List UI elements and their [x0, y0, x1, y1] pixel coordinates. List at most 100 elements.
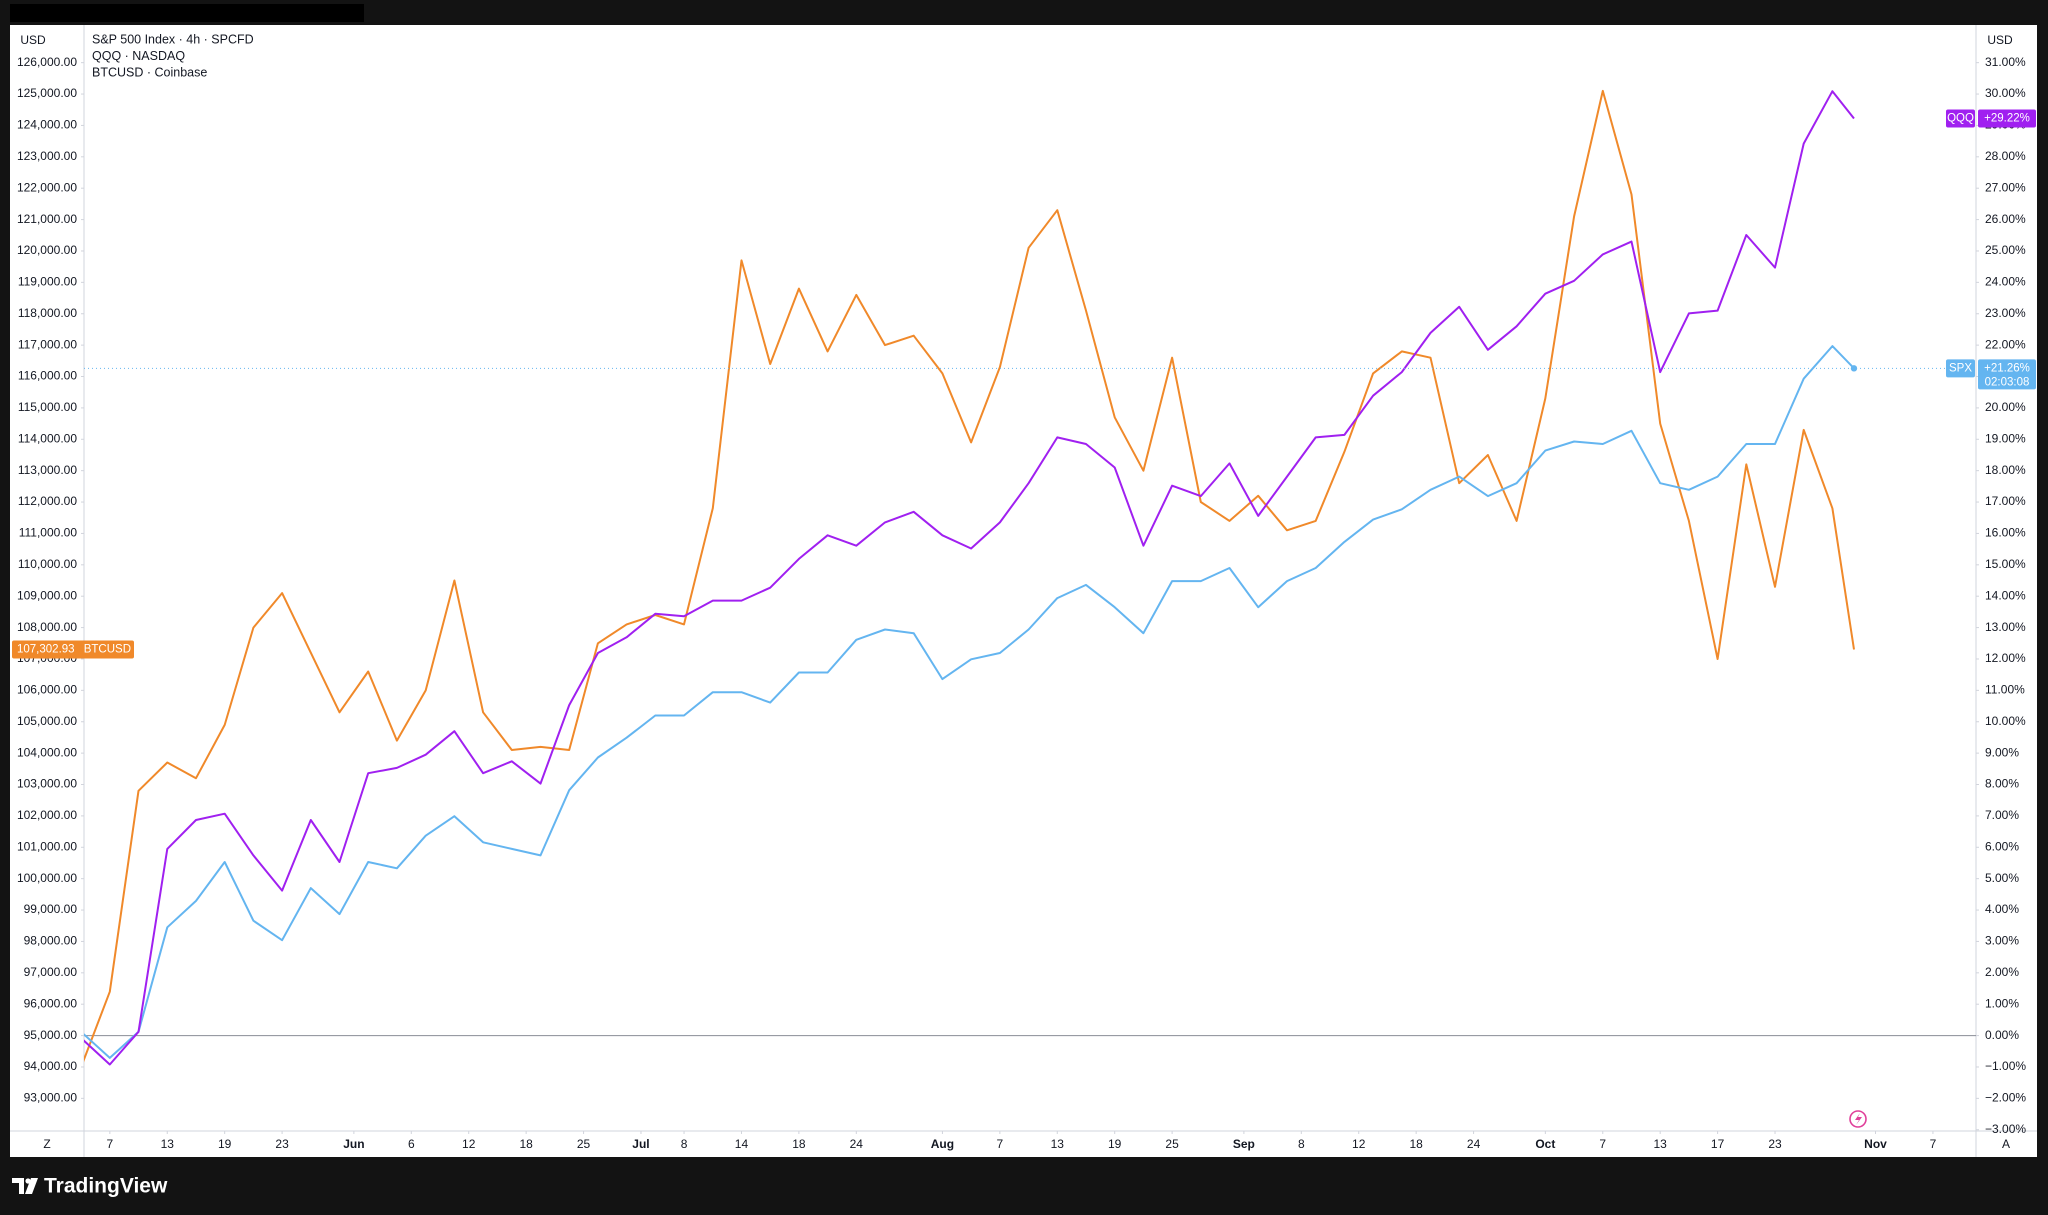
- y-tick-label: 100,000.00: [17, 871, 77, 885]
- y-tick-label: 111,000.00: [19, 526, 78, 540]
- y-tick-label: 115,000.00: [18, 400, 77, 414]
- y2-tick-label: −2.00%: [1985, 1091, 2026, 1105]
- price-tag-text: 107,302.93: [17, 643, 75, 655]
- symbol-tag: [1946, 109, 1975, 128]
- y-tick-label: 124,000.00: [17, 118, 77, 132]
- y2-tick-label: 19.00%: [1985, 431, 2026, 445]
- y2-tick-label: 4.00%: [1985, 902, 2019, 916]
- y2-tick-label: 2.00%: [1985, 965, 2019, 979]
- redacted-bar: [10, 4, 364, 22]
- x-tick-label: Oct: [1535, 1137, 1555, 1151]
- y-tick-label: 110,000.00: [18, 557, 77, 571]
- y2-tick-label: 6.00%: [1985, 839, 2019, 853]
- y-tick-label: 114,000.00: [18, 431, 77, 445]
- x-tick-label: 24: [850, 1137, 864, 1151]
- price-tag-text: +29.22%: [1984, 113, 2030, 125]
- y2-tick-label: 1.00%: [1985, 996, 2019, 1010]
- x-tick-label: 12: [1352, 1137, 1366, 1151]
- y-axis-unit: USD: [20, 33, 46, 47]
- y-tick-label: 93,000.00: [24, 1091, 78, 1105]
- y2-tick-label: −1.00%: [1985, 1059, 2026, 1073]
- price-tag-text: +21.26%: [1984, 362, 2030, 374]
- x-tick-label: 7: [997, 1137, 1004, 1151]
- y-tick-label: 123,000.00: [17, 149, 77, 163]
- x-tick-label: 18: [792, 1137, 806, 1151]
- y2-tick-label: 14.00%: [1985, 588, 2026, 602]
- y2-axis-unit: USD: [1987, 33, 2013, 47]
- y-tick-label: 121,000.00: [17, 212, 77, 226]
- x-tick-label: 13: [1654, 1137, 1668, 1151]
- y2-tick-label: 11.00%: [1985, 683, 2025, 697]
- auto-scale-control[interactable]: A: [2002, 1137, 2010, 1151]
- x-tick-label: 18: [519, 1137, 533, 1151]
- brand-logo: TradingView: [12, 1175, 168, 1198]
- y2-tick-label: 3.00%: [1985, 934, 2019, 948]
- legend-entry: S&P 500 Index · 4h · SPCFD: [92, 32, 254, 46]
- x-tick-label: 7: [1599, 1137, 1606, 1151]
- x-tick-label: 19: [218, 1137, 232, 1151]
- y-tick-label: 105,000.00: [17, 714, 77, 728]
- y-tick-label: 94,000.00: [24, 1059, 78, 1073]
- y2-tick-label: 27.00%: [1985, 180, 2026, 194]
- y-tick-label: 103,000.00: [17, 777, 77, 791]
- x-tick-label: 25: [577, 1137, 591, 1151]
- y2-tick-label: 28.00%: [1985, 149, 2026, 163]
- y2-tick-label: 20.00%: [1985, 400, 2026, 414]
- zoom-control[interactable]: Z: [43, 1137, 50, 1151]
- alert-icon[interactable]: [1849, 1110, 1867, 1128]
- y-tick-label: 108,000.00: [17, 620, 77, 634]
- last-point: [1850, 365, 1858, 372]
- y2-tick-label: 26.00%: [1985, 212, 2026, 226]
- x-tick-label: 13: [161, 1137, 175, 1151]
- x-tick-label: 14: [735, 1137, 749, 1151]
- x-tick-label: Sep: [1233, 1137, 1255, 1151]
- x-tick-label: 12: [462, 1137, 476, 1151]
- y-tick-label: 96,000.00: [24, 996, 78, 1010]
- logo-mark-b: [25, 1178, 38, 1194]
- y2-tick-label: 16.00%: [1985, 526, 2026, 540]
- y2-tick-label: 24.00%: [1985, 275, 2026, 289]
- x-tick-label: 23: [1768, 1137, 1782, 1151]
- price-tag: [1978, 359, 2036, 390]
- series-line: [84, 89, 1855, 1063]
- y2-tick-label: 0.00%: [1985, 1028, 2019, 1042]
- y2-tick-label: 18.00%: [1985, 463, 2026, 477]
- symbol-tag-text: BTCUSD: [84, 643, 131, 655]
- x-tick-label: 17: [1711, 1137, 1725, 1151]
- y2-tick-label: 31.00%: [1985, 55, 2026, 69]
- y2-tick-label: 12.00%: [1985, 651, 2026, 665]
- plot-area: [84, 89, 1855, 1066]
- y2-tick-label: 7.00%: [1985, 808, 2019, 822]
- y-tick-label: 101,000.00: [17, 839, 77, 853]
- y2-tick-label: 5.00%: [1985, 871, 2019, 885]
- y2-tick-label: 17.00%: [1985, 494, 2026, 508]
- y2-tick-label: 8.00%: [1985, 777, 2019, 791]
- x-tick-label: 8: [1298, 1137, 1305, 1151]
- logo-mark-dot: [25, 1178, 31, 1184]
- x-tick-label: 25: [1165, 1137, 1179, 1151]
- y-tick-label: 113,000.00: [18, 463, 77, 477]
- y2-tick-label: 10.00%: [1985, 714, 2026, 728]
- price-tag: [12, 640, 134, 659]
- symbol-tag: [1946, 359, 1975, 378]
- y-tick-label: 106,000.00: [17, 683, 77, 697]
- y-tick-label: 118,000.00: [18, 306, 77, 320]
- y-tick-label: 122,000.00: [17, 180, 77, 194]
- symbol-tag-text: SPX: [1949, 362, 1972, 374]
- x-tick-label: Jul: [632, 1137, 649, 1151]
- y-tick-label: 104,000.00: [17, 745, 77, 759]
- y-tick-label: 109,000.00: [17, 588, 77, 602]
- y-tick-label: 97,000.00: [24, 965, 78, 979]
- x-tick-label: 18: [1409, 1137, 1423, 1151]
- y-tick-label: 116,000.00: [18, 369, 77, 383]
- legend-entry: QQQ · NASDAQ: [92, 49, 185, 63]
- x-tick-label: 7: [1930, 1137, 1937, 1151]
- x-tick-label: 19: [1108, 1137, 1122, 1151]
- y-tick-label: 117,000.00: [18, 337, 77, 351]
- y2-tick-label: 30.00%: [1985, 86, 2026, 100]
- chart-panel: [10, 25, 2037, 1157]
- x-tick-label: Nov: [1864, 1137, 1887, 1151]
- series-line: [84, 90, 1855, 1066]
